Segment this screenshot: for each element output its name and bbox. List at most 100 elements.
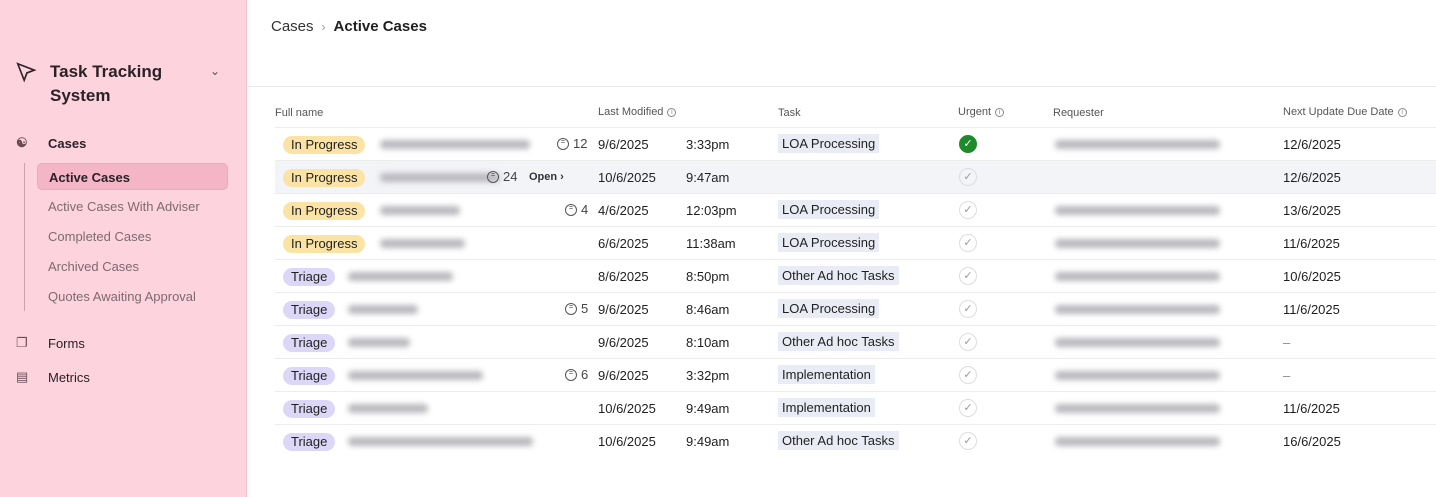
sidebar-item-active-cases-with-adviser[interactable]: Active Cases With Adviser [48,199,200,214]
comment-count: 12 [573,136,588,151]
column-urgent[interactable]: Urgent i [958,106,1005,118]
last-modified-time: 9:49am [686,434,730,449]
status-badge: Triage [283,301,336,319]
next-update-due-date: 16/6/2025 [1283,434,1341,449]
users-icon: ☯ [16,135,28,150]
next-update-due-date: 12/6/2025 [1283,137,1341,152]
comment-icon: = [557,137,569,150]
status-badge: In Progress [283,136,366,154]
check-icon[interactable]: ✓ [959,168,977,186]
check-icon[interactable]: ✓ [959,399,977,417]
last-modified-date: 10/6/2025 [598,170,656,185]
status-badge: In Progress [283,202,366,220]
status-badge: Triage [283,334,336,352]
last-modified-date: 10/6/2025 [598,401,656,416]
full-name-redacted [348,272,453,281]
open-button[interactable]: Open › [529,171,564,183]
comment-count: 5 [581,301,589,316]
last-modified-time: 8:50pm [686,269,730,284]
sidebar-item-completed-cases[interactable]: Completed Cases [48,229,152,244]
next-update-due-date: – [1283,335,1291,350]
full-name-redacted [348,404,428,413]
requester-redacted [1055,305,1220,314]
comment-count: 6 [581,367,589,382]
requester-redacted [1055,239,1220,248]
nav-forms[interactable]: ❐ Forms [16,335,85,351]
check-icon[interactable]: ✓ [959,135,977,153]
last-modified-date: 9/6/2025 [598,302,649,317]
last-modified-time: 12:03pm [686,203,737,218]
sidebar-item-archived-cases[interactable]: Archived Cases [48,259,140,274]
status-badge: In Progress [283,169,366,187]
table-row[interactable]: In Progress = 4 4/6/2025 12:03pm LOA Processi… [275,193,1436,226]
last-modified-time: 3:32pm [686,368,730,383]
column-last-modified[interactable]: Last Modified i [598,106,677,118]
column-requester[interactable]: Requester [1053,107,1104,119]
table-row[interactable]: Triage 9/6/2025 8:10am Other Ad hoc Tasks ✓ – [275,325,1436,358]
table-row[interactable]: Triage 10/6/2025 9:49am Implementation ✓ 11/6… [275,391,1436,424]
status-badge: In Progress [283,235,366,253]
last-modified-date: 8/6/2025 [598,269,649,284]
sidebar-item-active-cases[interactable]: Active Cases [37,163,228,190]
next-update-due-date: 12/6/2025 [1283,170,1341,185]
comment-icon: = [565,302,577,315]
sidebar-item-quotes-awaiting-approval[interactable]: Quotes Awaiting Approval [48,289,196,304]
check-icon[interactable]: ✓ [959,432,977,450]
info-icon[interactable]: i [1397,107,1407,117]
breadcrumb-active-cases: Active Cases [333,18,427,35]
app-title: Task Tracking System [50,62,163,105]
header-label: Last Modified [598,106,664,118]
comments-count[interactable]: = 24 [487,169,517,184]
last-modified-date: 9/6/2025 [598,137,649,152]
comments-count[interactable]: = 5 [565,301,588,316]
check-icon[interactable]: ✓ [959,201,977,219]
task-tag: LOA Processing [778,200,880,219]
next-update-due-date: 10/6/2025 [1283,269,1341,284]
chevron-down-icon[interactable]: ⌄ [210,64,221,78]
full-name-redacted [348,437,533,446]
table-row[interactable]: In Progress = 12 9/6/2025 3:33pm LOA Processi… [275,127,1436,160]
nav-metrics[interactable]: ▤ Metrics [16,369,90,385]
requester-redacted [1055,437,1220,446]
header-label: Task [778,107,801,119]
check-icon[interactable]: ✓ [959,234,977,252]
check-icon[interactable]: ✓ [959,300,977,318]
check-icon[interactable]: ✓ [959,333,977,351]
comment-icon: = [565,203,577,216]
next-update-due-date: 13/6/2025 [1283,203,1341,218]
bar-chart-icon: ▤ [16,369,29,384]
breadcrumb-cases[interactable]: Cases [271,18,314,35]
next-update-due-date: 11/6/2025 [1283,302,1340,317]
nav-cases[interactable]: ☯ Cases [16,135,86,151]
task-tag: Other Ad hoc Tasks [778,266,899,285]
nav-label: Forms [48,335,85,351]
copy-icon: ❐ [16,335,28,350]
table-row[interactable]: Triage = 6 9/6/2025 3:32pm Implementation ✓ – [275,358,1436,391]
task-tag: LOA Processing [778,233,880,252]
requester-redacted [1055,272,1220,281]
navigation-arrow-icon [16,62,37,83]
last-modified-time: 9:49am [686,401,730,416]
table-row[interactable]: In Progress 6/6/2025 11:38am LOA Processing… [275,226,1436,259]
info-icon[interactable]: i [995,107,1005,117]
column-task[interactable]: Task [778,107,801,119]
next-update-due-date: – [1283,368,1291,383]
comments-count[interactable]: = 4 [565,202,588,217]
main: Cases › Active Cases Full name Last Modi… [248,0,1436,497]
breadcrumb: Cases › Active Cases [271,18,427,35]
task-tag: LOA Processing [778,134,880,153]
full-name-redacted [380,140,530,149]
check-icon[interactable]: ✓ [959,267,977,285]
column-full-name[interactable]: Full name [275,107,323,119]
table-row[interactable]: In Progress = 24 Open › 10/6/2025 9:47am ✓ 12/6… [275,160,1436,193]
table-row[interactable]: Triage 8/6/2025 8:50pm Other Ad hoc Tasks ✓ 1… [275,259,1436,292]
info-icon[interactable]: i [667,107,677,117]
comments-count[interactable]: = 6 [565,367,588,382]
sidebar: Task Tracking System ⌄ ☯ Cases Active Cas… [0,0,247,497]
check-icon[interactable]: ✓ [959,366,977,384]
table-row[interactable]: Triage = 5 9/6/2025 8:46am LOA Processing ✓ 11/… [275,292,1436,325]
status-badge: Triage [283,268,336,286]
column-next-update-due-date[interactable]: Next Update Due Date i [1283,106,1407,118]
table-row[interactable]: Triage 10/6/2025 9:49am Other Ad hoc Tasks ✓… [275,424,1436,457]
comments-count[interactable]: = 12 [557,136,587,151]
